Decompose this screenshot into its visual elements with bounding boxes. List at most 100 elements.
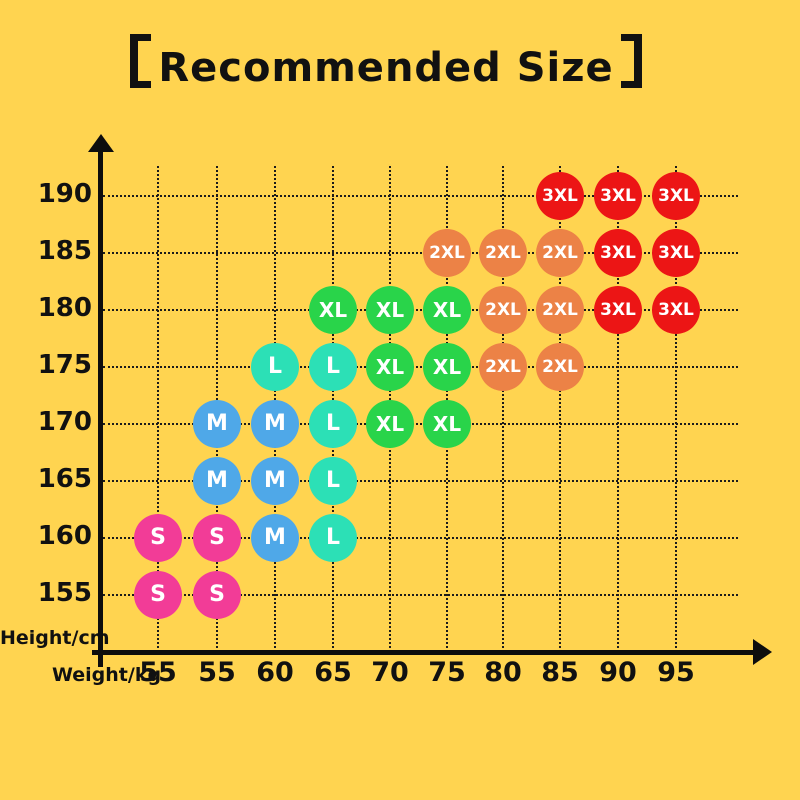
x-tick-label: 80 bbox=[484, 657, 522, 688]
size-dot-label: L bbox=[325, 525, 341, 550]
size-dot-label: 2XL bbox=[485, 299, 521, 320]
page-title-text: Recommended Size bbox=[158, 45, 614, 91]
y-tick-label: 185 bbox=[37, 236, 92, 266]
size-dot-label: 3XL bbox=[600, 299, 636, 320]
size-dot-label: M bbox=[206, 468, 228, 493]
size-dot-2xl: 2XL bbox=[479, 343, 527, 391]
size-dot-label: XL bbox=[318, 298, 348, 322]
size-dot-label: S bbox=[209, 525, 225, 550]
size-dot-label: 3XL bbox=[542, 185, 578, 206]
grid-line-horizontal bbox=[103, 594, 738, 596]
size-dot-3xl: 3XL bbox=[594, 286, 642, 334]
size-dot-m: M bbox=[251, 400, 299, 448]
x-tick-label: 55 bbox=[139, 657, 177, 688]
size-dot-3xl: 3XL bbox=[652, 172, 700, 220]
y-tick-label: 165 bbox=[37, 464, 92, 494]
size-dot-label: XL bbox=[375, 298, 405, 322]
size-dot-3xl: 3XL bbox=[594, 229, 642, 277]
size-dot-label: M bbox=[264, 468, 286, 493]
title-bracket-left-icon bbox=[130, 34, 152, 88]
x-tick-label: 95 bbox=[657, 657, 695, 688]
size-dot-label: XL bbox=[432, 298, 462, 322]
size-dot-3xl: 3XL bbox=[594, 172, 642, 220]
size-dot-label: S bbox=[150, 525, 166, 550]
size-dot-xl: XL bbox=[309, 286, 357, 334]
grid-line-horizontal bbox=[103, 423, 738, 425]
x-tick-label: 75 bbox=[428, 657, 466, 688]
size-dot-label: 2XL bbox=[542, 356, 578, 377]
size-dot-m: M bbox=[193, 400, 241, 448]
size-dot-label: 2XL bbox=[485, 356, 521, 377]
size-dot-label: XL bbox=[375, 355, 405, 379]
size-dot-label: 3XL bbox=[600, 185, 636, 206]
grid-line-vertical bbox=[617, 166, 619, 652]
x-axis-line bbox=[92, 650, 755, 655]
size-dot-label: L bbox=[325, 468, 341, 493]
size-dot-xl: XL bbox=[366, 400, 414, 448]
size-dot-3xl: 3XL bbox=[652, 286, 700, 334]
size-dot-l: L bbox=[309, 400, 357, 448]
x-tick-label: 90 bbox=[599, 657, 637, 688]
size-dot-label: 3XL bbox=[600, 242, 636, 263]
size-dot-xl: XL bbox=[366, 343, 414, 391]
y-axis-label: Height/cm bbox=[0, 627, 110, 649]
y-tick-label: 170 bbox=[37, 407, 92, 437]
x-tick-label: 60 bbox=[256, 657, 294, 688]
y-tick-label: 155 bbox=[37, 578, 92, 608]
y-tick-label: 175 bbox=[37, 350, 92, 380]
size-dot-xl: XL bbox=[423, 400, 471, 448]
grid-line-vertical bbox=[502, 166, 504, 652]
size-dot-label: XL bbox=[432, 355, 462, 379]
grid-line-vertical bbox=[157, 166, 159, 652]
grid-line-horizontal bbox=[103, 366, 738, 368]
y-axis-line bbox=[98, 150, 103, 667]
size-dot-l: L bbox=[309, 343, 357, 391]
size-dot-label: L bbox=[325, 411, 341, 436]
size-dot-label: 3XL bbox=[658, 242, 694, 263]
size-dot-3xl: 3XL bbox=[652, 229, 700, 277]
x-tick-label: 70 bbox=[371, 657, 409, 688]
size-dot-m: M bbox=[193, 457, 241, 505]
size-dot-3xl: 3XL bbox=[536, 172, 584, 220]
size-dot-s: S bbox=[193, 514, 241, 562]
size-dot-label: M bbox=[264, 525, 286, 550]
size-dot-2xl: 2XL bbox=[479, 286, 527, 334]
y-tick-label: 160 bbox=[37, 521, 92, 551]
size-dot-2xl: 2XL bbox=[536, 343, 584, 391]
x-axis-arrow-icon bbox=[753, 639, 772, 665]
x-tick-label: 85 bbox=[541, 657, 579, 688]
x-tick-label: 55 bbox=[198, 657, 236, 688]
size-dot-m: M bbox=[251, 457, 299, 505]
title-bracket-right-icon bbox=[620, 34, 642, 88]
size-dot-xl: XL bbox=[366, 286, 414, 334]
size-dot-label: 2XL bbox=[429, 242, 465, 263]
y-axis-arrow-icon bbox=[88, 134, 114, 152]
size-dot-2xl: 2XL bbox=[536, 286, 584, 334]
size-dot-label: 3XL bbox=[658, 299, 694, 320]
size-dot-label: 3XL bbox=[658, 185, 694, 206]
size-dot-label: XL bbox=[375, 412, 405, 436]
grid-line-horizontal bbox=[103, 195, 738, 197]
size-dot-label: M bbox=[264, 411, 286, 436]
page-title: Recommended Size bbox=[0, 34, 772, 91]
size-dot-2xl: 2XL bbox=[479, 229, 527, 277]
x-tick-label: 65 bbox=[314, 657, 352, 688]
size-dot-label: XL bbox=[432, 412, 462, 436]
grid-line-horizontal bbox=[103, 480, 738, 482]
size-dot-l: L bbox=[251, 343, 299, 391]
size-dot-s: S bbox=[134, 571, 182, 619]
grid-line-vertical bbox=[675, 166, 677, 652]
size-dot-s: S bbox=[193, 571, 241, 619]
size-dot-2xl: 2XL bbox=[536, 229, 584, 277]
size-dot-s: S bbox=[134, 514, 182, 562]
size-dot-label: 2XL bbox=[542, 242, 578, 263]
x-axis-label: Weight/kg bbox=[52, 664, 162, 686]
grid-line-horizontal bbox=[103, 252, 738, 254]
size-dot-label: 2XL bbox=[542, 299, 578, 320]
size-dot-l: L bbox=[309, 457, 357, 505]
size-dot-xl: XL bbox=[423, 343, 471, 391]
y-tick-label: 190 bbox=[37, 179, 92, 209]
size-dot-xl: XL bbox=[423, 286, 471, 334]
size-dot-label: M bbox=[206, 411, 228, 436]
